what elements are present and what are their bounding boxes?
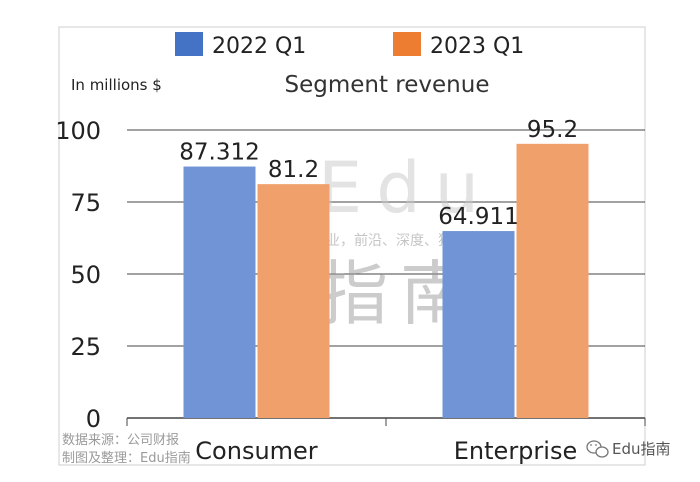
y-tick-label: 25 xyxy=(70,333,101,361)
y-tick-label: 0 xyxy=(86,405,101,433)
legend-label-2023-q1: 2023 Q1 xyxy=(430,34,524,59)
y-tick-label: 100 xyxy=(55,117,101,145)
data-label-consumer-2023-q1: 81.2 xyxy=(268,157,319,183)
data-label-enterprise-2022-q1: 64.911 xyxy=(438,204,518,230)
x-tick-label-enterprise: Enterprise xyxy=(454,437,577,465)
legend: 2022 Q1 2023 Q1 xyxy=(175,32,524,59)
y-tick-label: 75 xyxy=(70,189,101,217)
chart-frame xyxy=(58,26,646,466)
legend-label-2022-q1: 2022 Q1 xyxy=(212,34,306,59)
wechat-icon xyxy=(586,440,609,458)
legend-swatch-2022-q1 xyxy=(175,32,203,56)
x-tick-labels: Consumer Enterprise xyxy=(195,437,577,465)
source-note: 数据来源：公司财报 xyxy=(62,433,179,448)
credit-note: 制图及整理：Edu指南 xyxy=(62,450,191,466)
bar-consumer-2023-q1 xyxy=(257,184,330,418)
data-label-enterprise-2023-q1: 95.2 xyxy=(527,117,578,143)
chart-title: Segment revenue xyxy=(285,72,490,98)
bar-enterprise-2022-q1 xyxy=(442,231,515,418)
y-tick-label: 50 xyxy=(70,261,101,289)
legend-swatch-2023-q1 xyxy=(393,32,421,56)
data-labels: 87.312 81.2 64.911 95.2 xyxy=(179,117,578,230)
account-name: Edu指南 xyxy=(612,440,671,458)
x-tick-label-consumer: Consumer xyxy=(195,437,318,465)
watermark-brand: Edu xyxy=(318,147,493,229)
data-label-consumer-2022-q1: 87.312 xyxy=(179,140,259,166)
bar-enterprise-2023-q1 xyxy=(516,143,589,418)
bar-consumer-2022-q1 xyxy=(183,166,256,418)
bars xyxy=(183,143,589,418)
y-tick-labels: 0 25 50 75 100 xyxy=(55,117,101,433)
unit-label: In millions $ xyxy=(71,76,162,94)
